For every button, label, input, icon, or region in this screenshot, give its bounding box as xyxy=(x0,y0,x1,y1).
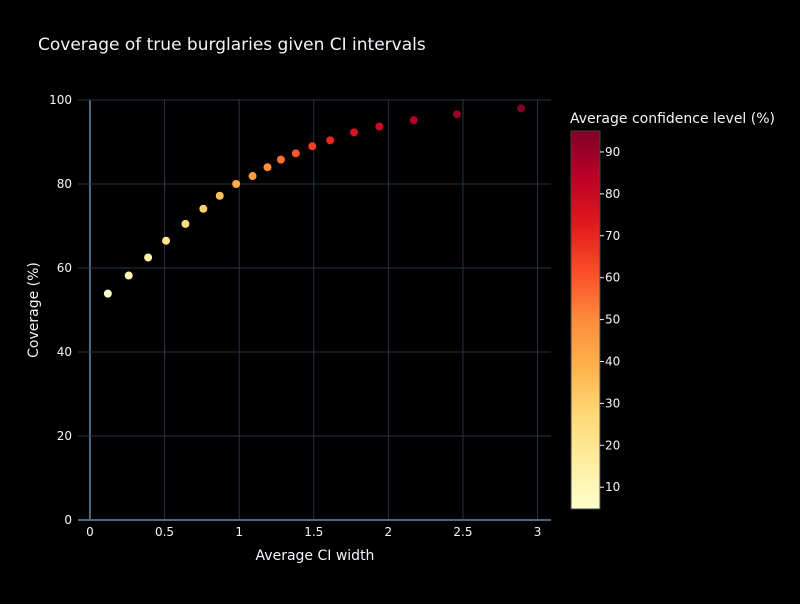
colorbar-tick-label: 10 xyxy=(605,480,620,494)
scatter-point[interactable] xyxy=(124,271,133,280)
scatter-point[interactable] xyxy=(375,122,384,131)
x-tick-label: 2.5 xyxy=(453,525,472,539)
grid-layer xyxy=(78,99,551,521)
x-tick-label: 0.5 xyxy=(155,525,174,539)
colorbar-tick-label: 90 xyxy=(605,145,620,159)
scatter-point[interactable] xyxy=(181,219,190,228)
scatter-point[interactable] xyxy=(144,253,153,262)
y-tick-label: 80 xyxy=(57,177,72,191)
x-axis-label: Average CI width xyxy=(256,548,375,564)
y-tick-label: 0 xyxy=(64,513,72,527)
colorbar-tick-label: 30 xyxy=(605,396,620,410)
colorbar-gradient xyxy=(570,130,601,510)
scatter-point[interactable] xyxy=(326,136,335,145)
colorbar-tick-label: 50 xyxy=(605,313,620,327)
x-tick-label: 3 xyxy=(534,525,542,539)
y-tick-label: 20 xyxy=(57,429,72,443)
x-tick-label: 0 xyxy=(86,525,94,539)
scatter-point[interactable] xyxy=(308,142,317,151)
scatter-point[interactable] xyxy=(263,163,272,172)
scatter-point[interactable] xyxy=(232,180,241,188)
points-layer[interactable] xyxy=(103,104,526,298)
x-tick-label: 2 xyxy=(385,525,393,539)
scatter-point[interactable] xyxy=(199,204,208,213)
scatter-point[interactable] xyxy=(517,104,526,113)
colorbar-tick-label: 80 xyxy=(605,187,620,201)
scatter-point[interactable] xyxy=(103,289,112,298)
chart-title: Coverage of true burglaries given CI int… xyxy=(38,35,426,55)
scatter-point[interactable] xyxy=(291,149,300,158)
colorbar-ticks: 10 20 30 40 50 60 70 80 90 xyxy=(600,145,620,494)
y-tick-label: 60 xyxy=(57,261,72,275)
colorbar-tick-label: 70 xyxy=(605,229,620,243)
colorbar: Average confidence level (%) 10 20 30 40 50 6… xyxy=(570,111,775,510)
scatter-point[interactable] xyxy=(215,191,224,200)
axis-layer: 0 0.5 1 1.5 2 2.5 3 0 20 40 60 80 100 xyxy=(49,93,541,539)
x-tick-label: 1.5 xyxy=(304,525,323,539)
scatter-point[interactable] xyxy=(350,128,359,137)
colorbar-tick-label: 20 xyxy=(605,438,620,452)
y-axis-label: Coverage (%) xyxy=(26,262,42,358)
scatter-point[interactable] xyxy=(276,155,285,164)
scatter-point[interactable] xyxy=(248,172,257,181)
scatter-point[interactable] xyxy=(409,116,418,125)
scatter-point[interactable] xyxy=(162,236,171,245)
x-tick-label: 1 xyxy=(235,525,243,539)
colorbar-tick-label: 60 xyxy=(605,271,620,285)
y-tick-label: 40 xyxy=(57,345,72,359)
scatter-point[interactable] xyxy=(452,110,461,119)
colorbar-tick-label: 40 xyxy=(605,354,620,368)
y-tick-label: 100 xyxy=(49,93,72,107)
colorbar-title: Average confidence level (%) xyxy=(570,111,775,127)
